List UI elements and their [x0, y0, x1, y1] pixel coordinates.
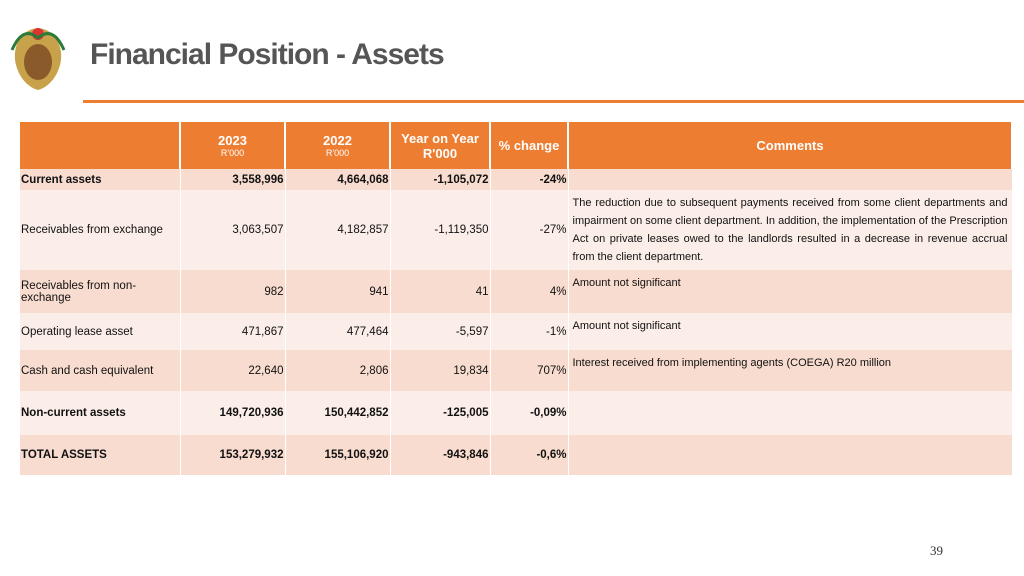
comment: The reduction due to subsequent payments… [568, 190, 1013, 270]
column-label: Year on Year R'000 [401, 130, 479, 161]
cell-value: 4% [490, 270, 569, 313]
assets-table: 2023 R'000 2022 R'000 Year on Year R'000% ch… [20, 122, 1013, 475]
column-label: Comments [756, 138, 824, 153]
cell-value: 4,664,068 [285, 169, 391, 190]
cell-value: 477,464 [285, 313, 391, 350]
header-row: 2023 R'000 2022 R'000 Year on Year R'000% ch… [20, 122, 1013, 169]
column-unit: R'000 [220, 148, 245, 158]
comment [568, 169, 1013, 190]
cell-value: 22,640 [180, 350, 286, 391]
row-label: TOTAL ASSETS [20, 435, 181, 475]
cell-value: 471,867 [180, 313, 286, 350]
table-row: TOTAL ASSETS 153,279,932 155,106,920 -943,8… [20, 435, 1013, 475]
row-label: Cash and cash equivalent [20, 350, 181, 391]
cell-value: -1,119,350 [390, 190, 491, 270]
divider [83, 100, 1024, 103]
cell-value: 149,720,936 [180, 391, 286, 435]
table-row: Receivables from non-exchange 982 941 41 4% A… [20, 270, 1013, 313]
table-row: Receivables from exchange 3,063,507 4,182,… [20, 190, 1013, 270]
column-label: 2022 [323, 133, 352, 148]
column-header: 2022 R'000 [285, 122, 391, 169]
cell-value: 3,558,996 [180, 169, 286, 190]
table-row: Operating lease asset 471,867 477,464 -5,59… [20, 313, 1013, 350]
cell-value: 19,834 [390, 350, 491, 391]
comment: Amount not significant [568, 270, 1013, 313]
cell-value: 941 [285, 270, 391, 313]
cell-value: 155,106,920 [285, 435, 391, 475]
cell-value: -27% [490, 190, 569, 270]
logo [10, 28, 66, 90]
column-unit: R'000 [325, 148, 350, 158]
column-header: 2023 R'000 [180, 122, 286, 169]
row-label: Operating lease asset [20, 313, 181, 350]
column-header: % change [490, 122, 569, 169]
column-label: % change [498, 138, 560, 153]
page-number: 39 [930, 543, 943, 558]
cell-value: -24% [490, 169, 569, 190]
comment: Interest received from implementing agen… [568, 350, 1013, 391]
column-header: Comments [568, 122, 1013, 169]
row-label: Receivables from exchange [20, 190, 181, 270]
comment: Amount not significant [568, 313, 1013, 350]
comment [568, 435, 1013, 475]
cell-value: 153,279,932 [180, 435, 286, 475]
cell-value: -125,005 [390, 391, 491, 435]
cell-value: -1,105,072 [390, 169, 491, 190]
cell-value: 982 [180, 270, 286, 313]
cell-value: 707% [490, 350, 569, 391]
cell-value: -5,597 [390, 313, 491, 350]
title: Financial Position - Assets [90, 38, 445, 71]
row-label: Receivables from non-exchange [20, 270, 181, 313]
cell-value: -0,09% [490, 391, 569, 435]
cell-value: 41 [390, 270, 491, 313]
cell-value: -943,846 [390, 435, 491, 475]
column-label: 2023 [218, 133, 247, 148]
comment [568, 391, 1013, 435]
cell-value: 2,806 [285, 350, 391, 391]
row-label: Current assets [20, 169, 181, 190]
cell-value: -0,6% [490, 435, 569, 475]
cell-value: 4,182,857 [285, 190, 391, 270]
table-row: Non-current assets 149,720,936 150,442,852… [20, 391, 1013, 435]
table-row: Cash and cash equivalent 22,640 2,806 19,83… [20, 350, 1013, 391]
cell-value: 3,063,507 [180, 190, 286, 270]
column-header: Year on Year R'000 [390, 122, 491, 169]
cell-value: -1% [490, 313, 569, 350]
cell-value: 150,442,852 [285, 391, 391, 435]
row-label: Non-current assets [20, 391, 181, 435]
table-row: Current assets 3,558,996 4,664,068 -1,105,0… [20, 169, 1013, 190]
